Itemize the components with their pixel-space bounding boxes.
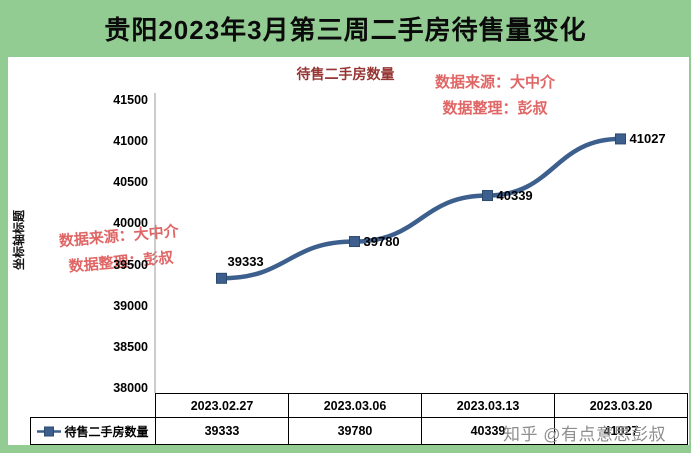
watermark-top-right: 数据来源：大中介 数据整理：彭叔 (400, 70, 590, 123)
table-date-header: 2023.02.27 (155, 393, 289, 418)
table-date-header: 2023.03.13 (421, 393, 555, 418)
data-point-label: 40339 (496, 187, 533, 203)
watermark-source-line: 数据来源：大中介 (434, 74, 555, 91)
data-point-label: 39780 (363, 233, 400, 249)
y-axis-tick-label: 40500 (113, 175, 148, 190)
y-axis-tick-label: 39000 (113, 298, 148, 313)
table-date-header: 2023.03.06 (288, 393, 422, 418)
zhihu-watermark: 知乎 @有点意思彭叔 (503, 425, 666, 444)
chart-title: 待售二手房数量 (296, 66, 395, 82)
y-axis-tick-label: 38500 (113, 339, 148, 354)
table-value-cell: 40339 (421, 417, 555, 445)
table-value-cell: 39333 (155, 417, 289, 445)
y-axis-tick-label: 39500 (113, 257, 148, 272)
page-title: 贵阳2023年3月第三周二手房待售量变化 (104, 15, 587, 45)
y-axis-tick-label: 38000 (113, 381, 148, 395)
table-value-cell: 41027 (554, 417, 688, 445)
y-axis-title: 坐标轴标题 (12, 210, 26, 271)
y-axis-tick-label: 41500 (113, 93, 148, 107)
legend-label: 待售二手房数量 (64, 424, 149, 439)
legend-line-marker-icon (37, 426, 62, 436)
data-point-label: 41027 (629, 130, 666, 146)
table-date-header: 2023.03.20 (554, 393, 688, 418)
data-table: 2023.02.27 2023.03.06 2023.03.13 2023.03.20… (30, 393, 688, 445)
table-value-cell: 39780 (288, 417, 422, 445)
data-point-label: 39333 (227, 254, 264, 270)
table-corner-blank (31, 394, 156, 418)
legend-cell: 待售二手房数量 (30, 417, 156, 445)
y-axis-tick-label: 41000 (113, 134, 148, 149)
y-axis-tick-label: 40000 (113, 216, 148, 231)
watermark-editor-line: 数据整理：彭叔 (442, 100, 548, 118)
